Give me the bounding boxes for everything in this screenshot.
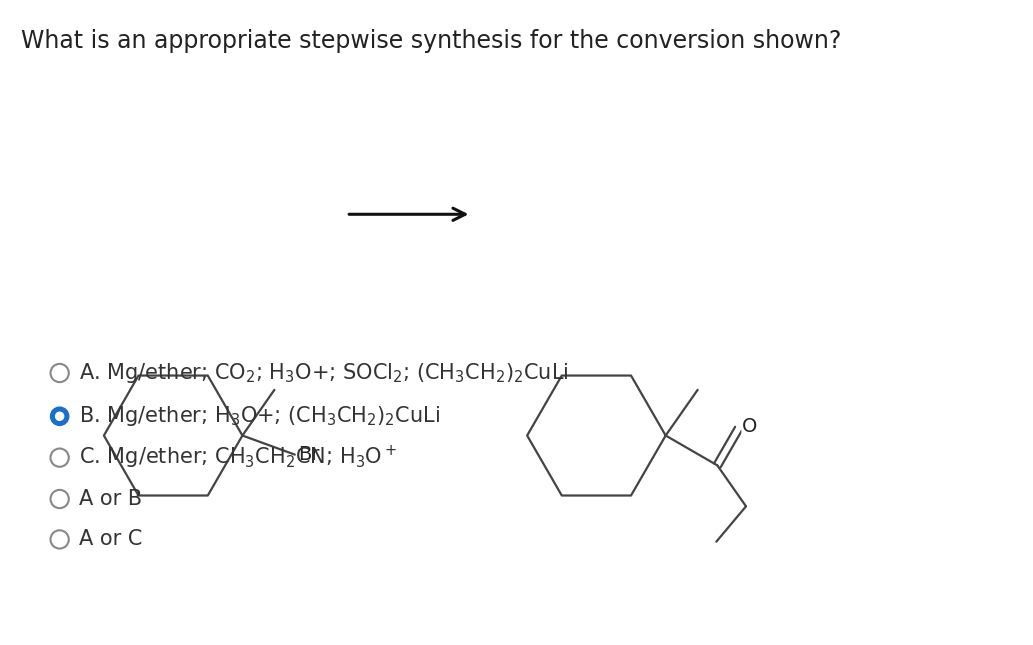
Text: C. Mg/ether; CH$_3$CH$_2$CN; H$_3$O$^+$: C. Mg/ether; CH$_3$CH$_2$CN; H$_3$O$^+$ <box>79 444 397 471</box>
Circle shape <box>56 412 64 421</box>
Text: What is an appropriate stepwise synthesis for the conversion shown?: What is an appropriate stepwise synthesi… <box>21 28 842 53</box>
Text: B. Mg/ether; H$_3$O+; (CH$_3$CH$_2$)$_2$CuLi: B. Mg/ether; H$_3$O+; (CH$_3$CH$_2$)$_2$… <box>79 404 440 428</box>
Text: A. Mg/ether; CO$_2$; H$_3$O+; SOCl$_2$; (CH$_3$CH$_2$)$_2$CuLi: A. Mg/ether; CO$_2$; H$_3$O+; SOCl$_2$; … <box>79 361 568 385</box>
Text: Br: Br <box>298 445 319 464</box>
Text: O: O <box>743 417 757 436</box>
Text: A or B: A or B <box>79 489 142 509</box>
Text: A or C: A or C <box>79 530 143 550</box>
Circle shape <box>51 407 69 426</box>
